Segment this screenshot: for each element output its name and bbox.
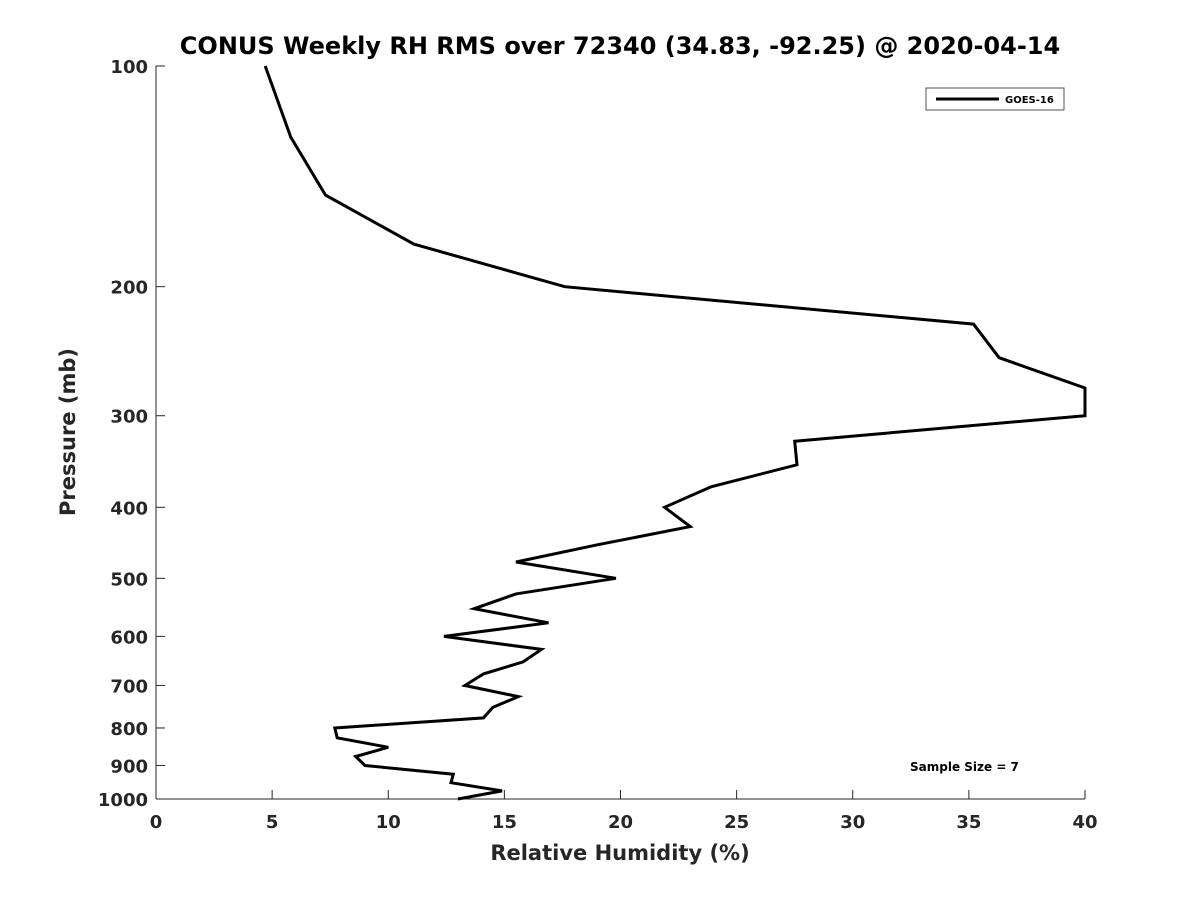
- y-tick-label: 700: [110, 676, 148, 697]
- y-tick-label: 200: [110, 278, 148, 299]
- series-line-goes-16: [263, 65, 1087, 801]
- legend: GOES-16: [925, 87, 1065, 111]
- x-tick-label: 5: [266, 812, 279, 833]
- y-tick-label: 500: [110, 569, 148, 590]
- x-tick-label: 40: [1072, 812, 1097, 833]
- y-tick-label: 1000: [98, 790, 148, 811]
- y-tick-label: 600: [110, 627, 148, 648]
- x-tick-label: 10: [376, 812, 401, 833]
- x-axis: 0 5 10 15 20 25 30 35 40: [150, 790, 1098, 833]
- chart-title: CONUS Weekly RH RMS over 72340 (34.83, -…: [180, 32, 1060, 60]
- x-tick-label: 20: [608, 812, 633, 833]
- y-tick-label: 100: [110, 57, 148, 78]
- y-tick-label: 800: [110, 719, 148, 740]
- sample-size-annotation: Sample Size = 7: [910, 760, 1019, 774]
- series-layer: [263, 65, 1087, 801]
- plot-area: [156, 66, 1085, 799]
- x-tick-label: 15: [492, 812, 517, 833]
- y-tick-label: 900: [110, 756, 148, 777]
- x-axis-label: Relative Humidity (%): [490, 841, 749, 865]
- y-axis: 100 200 300 400 500 600 700 800 900 1000: [98, 57, 165, 811]
- x-tick-label: 30: [840, 812, 865, 833]
- x-tick-label: 25: [724, 812, 749, 833]
- y-tick-label: 300: [110, 407, 148, 428]
- y-tick-label: 400: [110, 498, 148, 519]
- x-tick-label: 35: [956, 812, 981, 833]
- legend-label-goes-16: GOES-16: [1005, 95, 1054, 106]
- x-tick-label: 0: [150, 812, 163, 833]
- y-axis-label: Pressure (mb): [56, 348, 80, 516]
